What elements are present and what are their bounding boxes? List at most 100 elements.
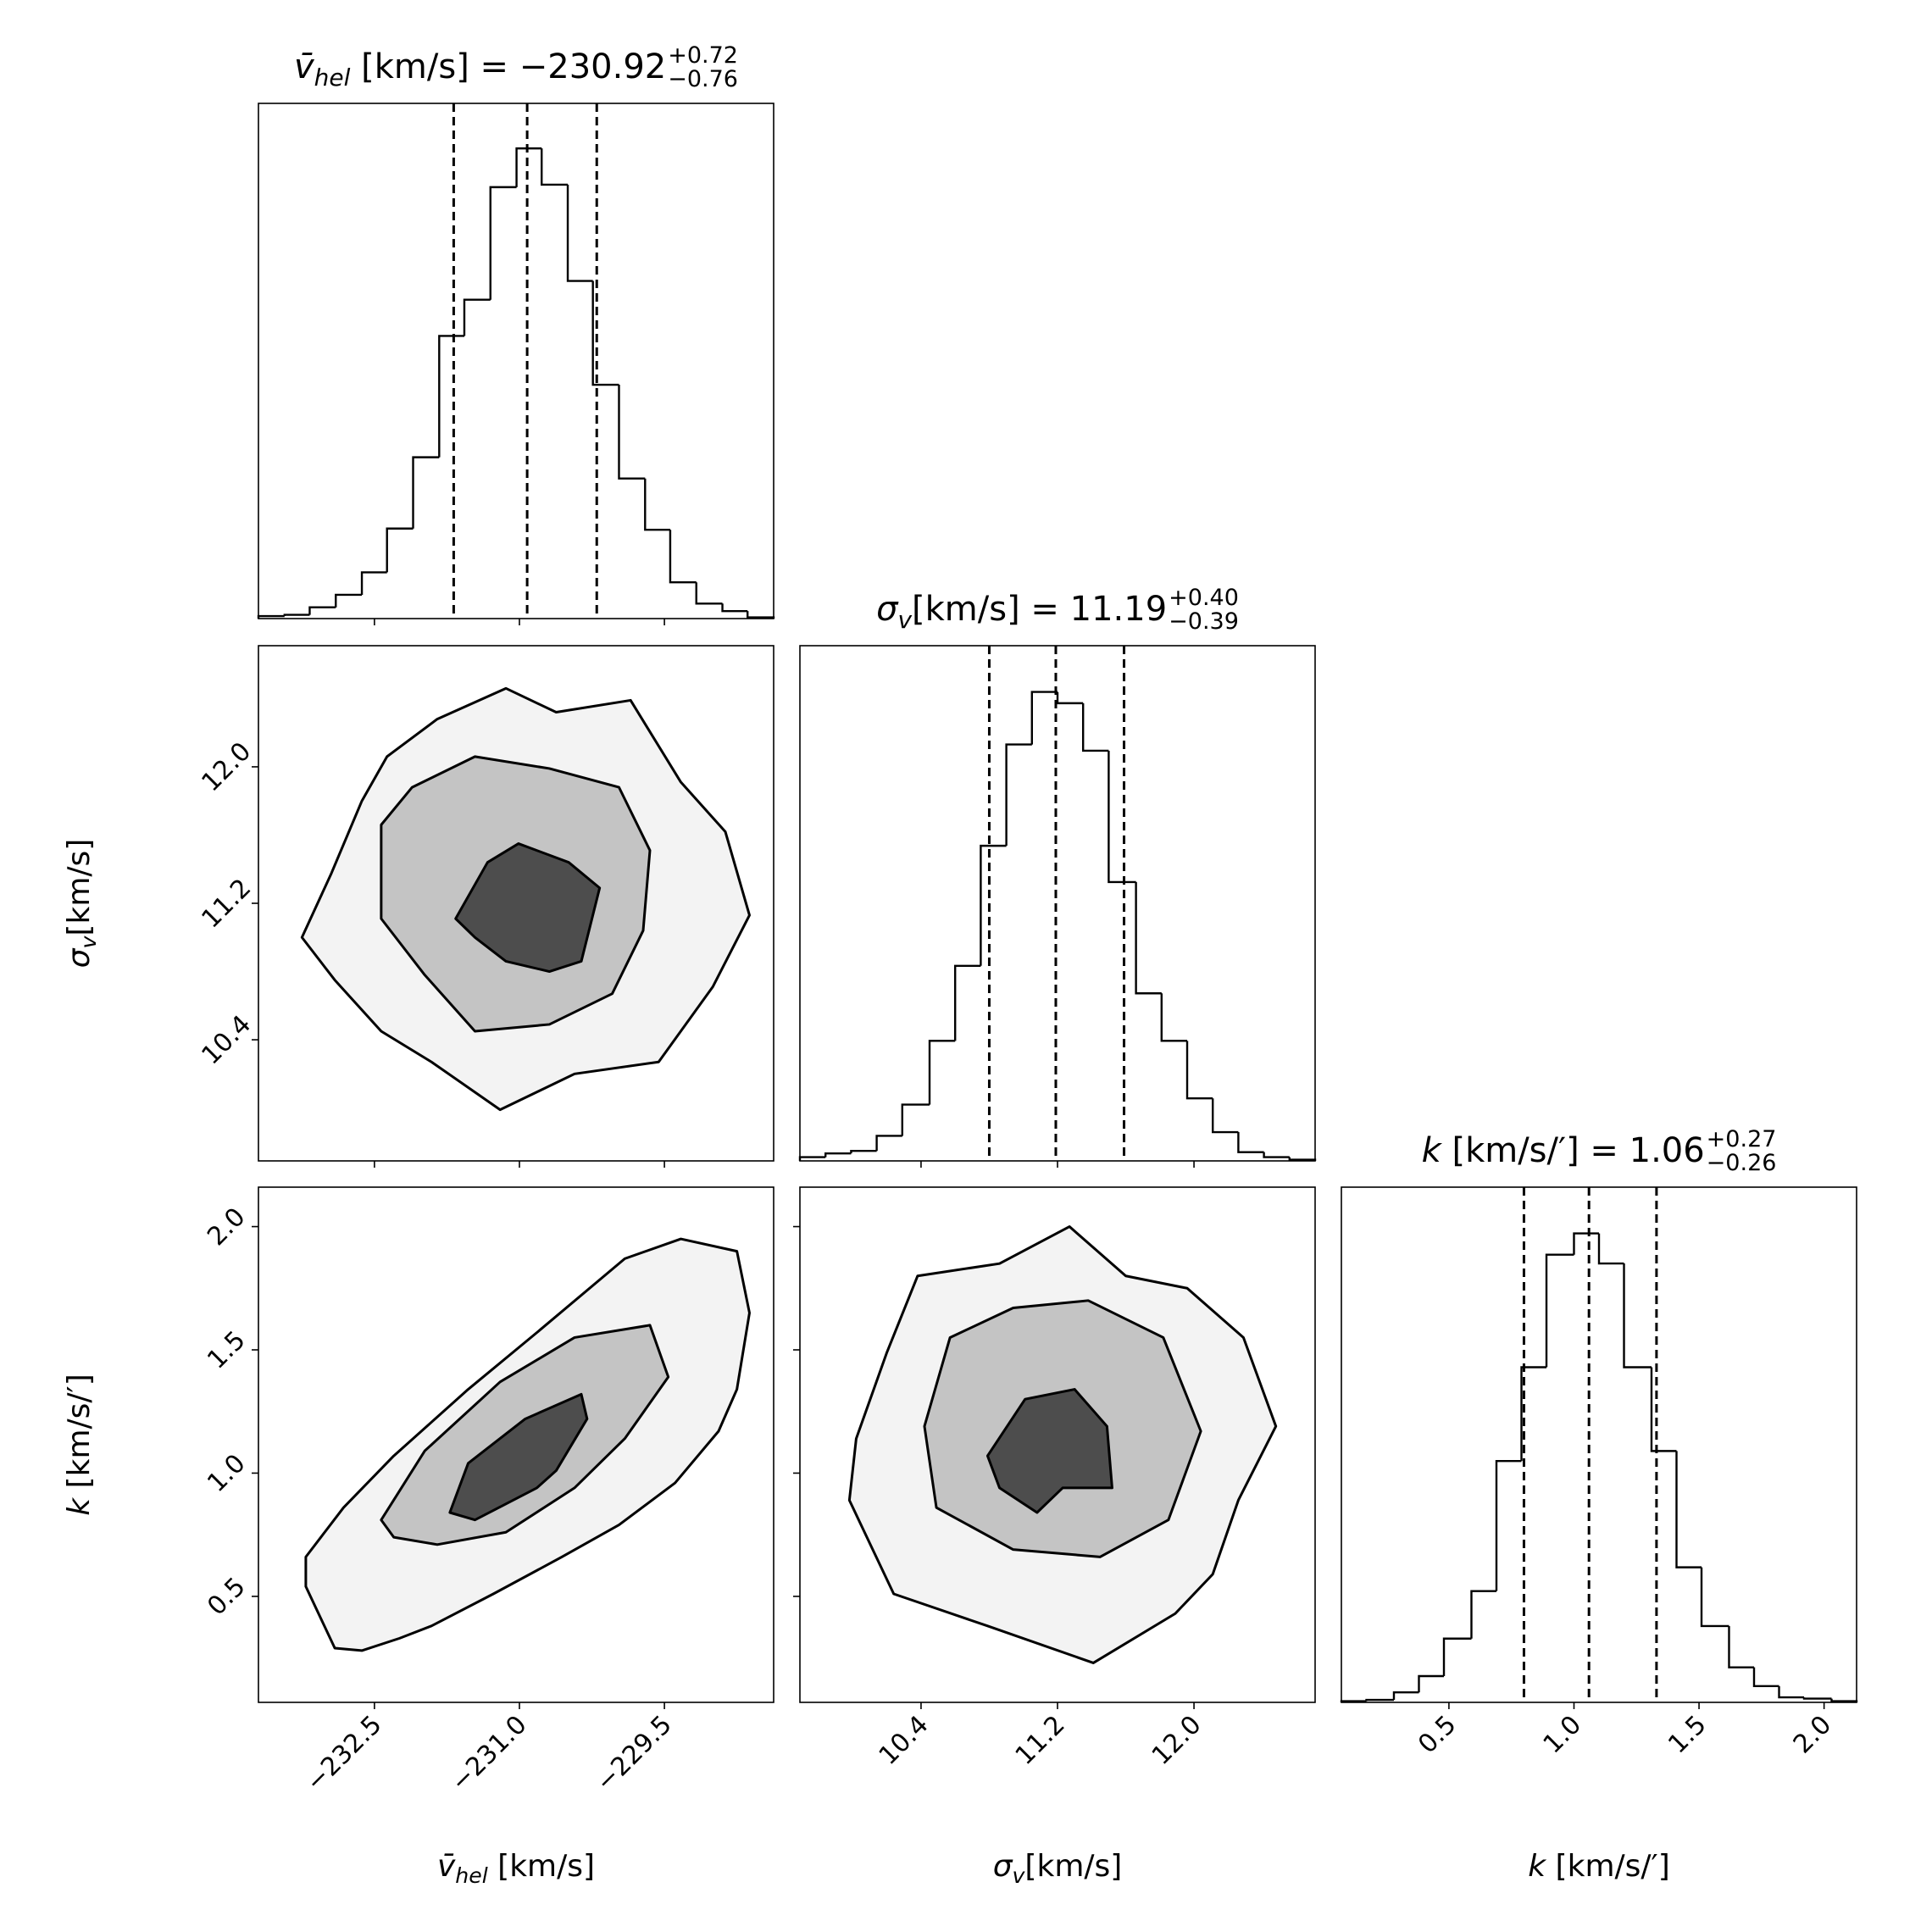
hist-bin (463, 298, 491, 336)
x-axis-label: k [km/s/′] (1528, 1849, 1670, 1884)
hist-bin (1392, 1690, 1419, 1701)
hist-bin (1802, 1697, 1832, 1700)
hist-bin (721, 603, 748, 613)
hist-bin (1135, 881, 1162, 995)
x-tick-label: 1.5 (1663, 1710, 1712, 1759)
symbol: v̄ (294, 47, 315, 86)
y-axis-label: σv[km/s] (62, 839, 101, 969)
hist-bin (954, 964, 981, 1041)
hist-bin (1650, 1367, 1677, 1452)
hist-bin (695, 582, 723, 605)
y-tick-label: 1.5 (202, 1325, 251, 1374)
panel-frame (1341, 1186, 1857, 1703)
panel-title: k [km/s/′] = 1.06 +0.27−0.26 (1422, 1126, 1777, 1176)
title-lower: −0.26 (1707, 1150, 1777, 1176)
hist-bin (1160, 993, 1188, 1042)
title-upper: +0.72 (668, 42, 738, 69)
hist-bin (1418, 1674, 1445, 1693)
hist-bin (747, 611, 775, 619)
x-tick-label: 0.5 (1413, 1710, 1462, 1759)
x-tick-label: −232.5 (300, 1710, 387, 1797)
hist-bin (1108, 750, 1136, 884)
symbol: σ (876, 590, 899, 629)
hist-bin (1520, 1366, 1547, 1462)
title-text: v̄hel [km/s] = −230.92 (294, 47, 666, 92)
hist-bin (515, 147, 542, 187)
x-tick-label: 1.0 (1538, 1710, 1587, 1759)
hist-bin (875, 1135, 902, 1152)
hist-bin (1700, 1567, 1729, 1628)
hist-bin (669, 530, 697, 584)
hist-bin (1082, 702, 1109, 752)
hist-bin (1237, 1132, 1264, 1153)
hist-bin (1212, 1098, 1239, 1134)
hist-bin (1597, 1233, 1624, 1265)
hist-bin (1442, 1637, 1472, 1677)
hist-bin (1495, 1459, 1522, 1591)
hist-bin (1728, 1625, 1754, 1668)
subscript: v (897, 606, 912, 634)
hist-bin (901, 1103, 930, 1136)
unit: [km/s] = (350, 47, 519, 86)
x-axis-label: v̄hel [km/s] (437, 1849, 595, 1888)
hist-bin (1030, 691, 1058, 745)
x-tick-label: 10.4 (874, 1710, 935, 1771)
hist-bin (412, 456, 440, 529)
title-value: 11.19 (1070, 590, 1168, 629)
hist-bin (489, 186, 517, 300)
hist-bin (1365, 1698, 1394, 1702)
hist-bin (541, 148, 569, 186)
panel: −232.5 −231.0 −229.5 0.5 1.0 1.5 2.0 v̄hel [km/… (62, 1186, 774, 1888)
unit: [km/s/′] (1546, 1849, 1670, 1884)
hist-bin (1005, 743, 1032, 847)
x-tick-label: 12.0 (1146, 1710, 1208, 1771)
contour-level (454, 842, 602, 974)
title-upper: +0.27 (1707, 1126, 1777, 1152)
hist-bin (1752, 1667, 1779, 1688)
hist-bin (1263, 1152, 1290, 1158)
title-lower: −0.76 (668, 66, 738, 92)
hist-bin (283, 613, 310, 617)
title-upper: +0.40 (1169, 585, 1239, 611)
title-value: 1.06 (1629, 1131, 1705, 1170)
unit: [km/s/′] = (1441, 1131, 1629, 1170)
x-tick-label: 11.2 (1010, 1710, 1071, 1771)
hist-bin (928, 1040, 956, 1105)
hist-bin (308, 606, 336, 615)
hist-bin (1778, 1685, 1805, 1699)
subscript: hel (455, 1863, 487, 1888)
hist-bin (566, 184, 593, 282)
unit: [km/s/′] (62, 1374, 97, 1498)
unit: [km/s] (1024, 1849, 1122, 1884)
hist-bin (1185, 1041, 1213, 1100)
hist-bin (1545, 1253, 1574, 1368)
y-tick-label: 10.4 (196, 1009, 257, 1070)
title-value: −230.92 (519, 47, 666, 86)
y-tick-label: 2.0 (202, 1202, 251, 1252)
x-tick-label: 2.0 (1788, 1710, 1837, 1759)
panel-frame (799, 645, 1316, 1162)
x-tick-label: −229.5 (590, 1710, 677, 1797)
panel-frame (258, 103, 774, 619)
subscript: v (76, 935, 101, 948)
hist-bin (1470, 1590, 1496, 1639)
contour-level (448, 1392, 589, 1522)
x-axis-label: σv[km/s] (993, 1849, 1123, 1888)
hist-bin (644, 478, 670, 531)
hist-bin (850, 1149, 877, 1154)
hist-bin (980, 844, 1007, 966)
unit: [km/s] = (912, 590, 1070, 629)
title-lower: −0.39 (1169, 608, 1239, 635)
hist-bin (335, 593, 363, 608)
symbol: σ (993, 1849, 1013, 1884)
panel-title: σv[km/s] = 11.19 +0.40−0.39 (876, 585, 1239, 635)
subscript: v (1013, 1863, 1026, 1888)
hist-bin (438, 335, 464, 458)
symbol: v̄ (437, 1849, 456, 1884)
hist-bin (1056, 691, 1084, 705)
panel: 0.5 1.0 1.5 2.0 k [km/s/′] (1340, 1186, 1858, 1884)
y-tick-label: 12.0 (196, 736, 257, 797)
symbol: k (62, 1496, 97, 1516)
x-tick-label: −231.0 (445, 1710, 532, 1797)
title-text: σv[km/s] = 11.19 (876, 590, 1167, 634)
